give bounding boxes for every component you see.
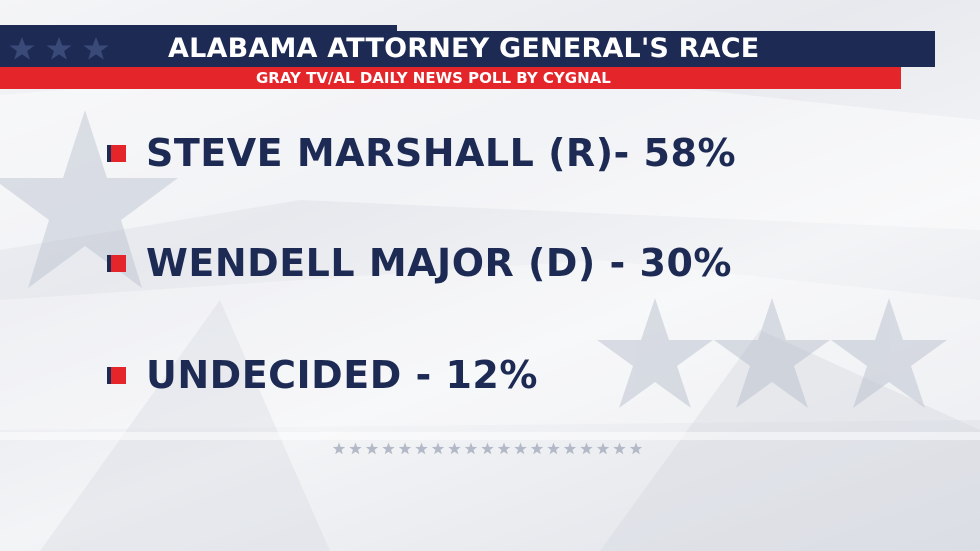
divider-star-icon [563,442,577,455]
faded-star-icon [597,298,713,408]
divider-star-icon [415,442,428,455]
divider-star-icon [530,442,544,455]
divider-star-icon [382,442,395,455]
title-stars-icon [9,37,109,60]
divider-star-icon [332,442,346,455]
top-accent-strip [0,25,397,31]
result-item-marshall: STEVE MARSHALL (R)- 58% [107,128,736,178]
square-bullet-icon [107,254,126,272]
divider-star-icon [629,442,643,455]
result-label: STEVE MARSHALL (R)- 58% [146,131,737,175]
divider-star-icon [431,442,445,455]
divider-star-icon [365,442,379,455]
divider-star-icon [547,442,560,455]
square-bullet-icon [107,144,126,162]
star-divider-row [332,442,643,455]
poll-source: GRAY TV/AL DAILY NEWS POLL BY CYGNAL [256,69,611,87]
divider-star-icon [464,442,478,455]
faded-star-icon [831,298,947,408]
result-label: WENDELL MAJOR (D) - 30% [146,241,732,285]
divider-star-icon [497,442,511,455]
square-bullet-icon [107,366,126,384]
page-title: ALABAMA ATTORNEY GENERAL'S RACE [168,33,760,64]
divider-star-icon [398,442,412,455]
divider-star-icon [448,442,461,455]
result-item-major: WENDELL MAJOR (D) - 30% [107,238,732,288]
subtitle-bar: GRAY TV/AL DAILY NEWS POLL BY CYGNAL [0,67,901,89]
title-bar: ALABAMA ATTORNEY GENERAL'S RACE [0,31,935,67]
divider-star-icon [613,442,626,455]
divider-star-icon [580,442,593,455]
divider-star-icon [514,442,527,455]
divider-star-icon [481,442,494,455]
divider-star-icon [596,442,610,455]
result-item-undecided: UNDECIDED - 12% [107,350,538,400]
faded-star-icon [714,298,830,408]
divider-star-icon [349,442,362,455]
result-label: UNDECIDED - 12% [146,353,538,397]
